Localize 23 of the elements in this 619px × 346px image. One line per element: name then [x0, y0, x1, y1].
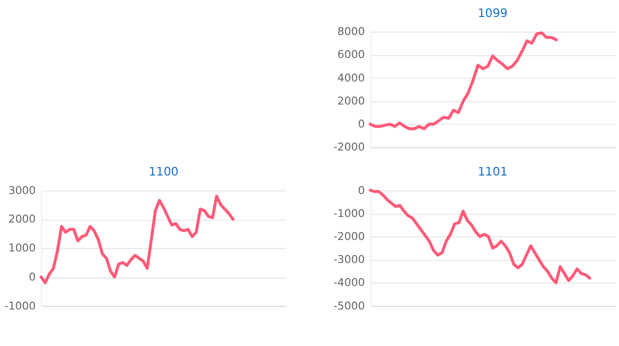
line-series	[40, 194, 234, 284]
y-tick-label: 0	[358, 184, 365, 197]
line-series	[368, 188, 592, 284]
y-tick-label: -1000	[4, 299, 36, 312]
y-tick-label: 8000	[337, 25, 365, 38]
chart-title: 1100	[148, 164, 179, 179]
y-tick-label: -3000	[334, 253, 365, 266]
y-tick-label: -5000	[334, 299, 365, 312]
y-tick-label: -2000	[334, 140, 365, 154]
y-tick-label: 4000	[337, 71, 365, 84]
y-tick-label: 2000	[8, 212, 36, 226]
y-tick-label: -4000	[334, 276, 365, 290]
y-tick-label: 6000	[337, 48, 365, 62]
y-tick-label: -1000	[334, 206, 365, 220]
chart-title: 1101	[478, 164, 508, 179]
y-tick-label: 0	[358, 118, 365, 131]
y-tick-label: -2000	[334, 230, 365, 243]
y-tick-label: 0	[28, 270, 36, 284]
y-tick-label: 2000	[337, 94, 365, 108]
y-tick-label: 1000	[8, 242, 36, 255]
line-series	[368, 31, 558, 130]
y-tick-label: 3000	[8, 184, 36, 197]
chart-title: 1099	[478, 6, 508, 20]
